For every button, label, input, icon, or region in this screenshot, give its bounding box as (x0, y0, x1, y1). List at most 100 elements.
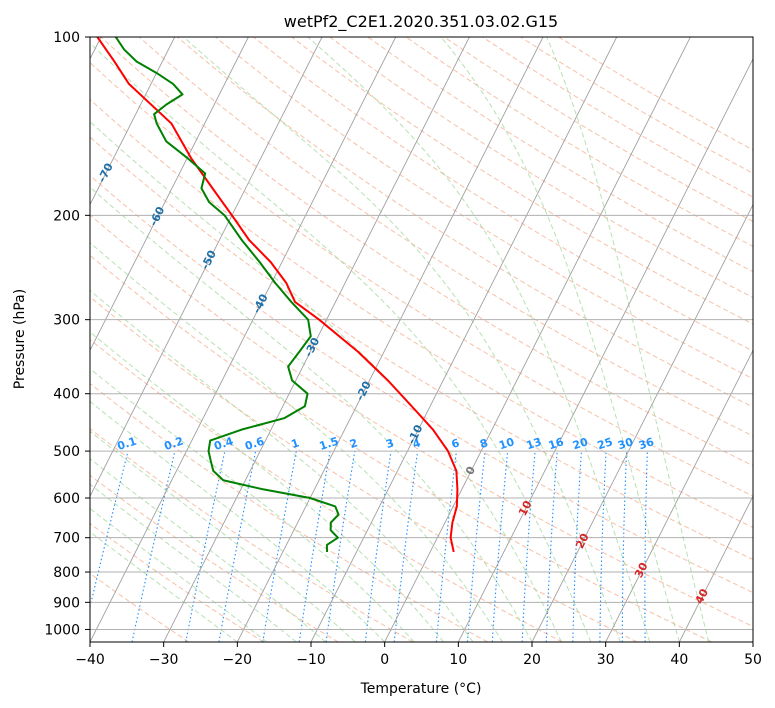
isotherm-label: 40 (693, 586, 712, 606)
x-tick-label: 50 (744, 652, 762, 668)
x-tick-label: −40 (75, 652, 105, 668)
moist-adiabat (90, 331, 444, 642)
dry-adiabat (90, 254, 712, 642)
isotherm-label: -50 (198, 248, 219, 272)
mixing-ratio-label: 0.1 (116, 435, 139, 453)
isotherm-label: -90 (0, 73, 13, 97)
isotherm-label: -70 (95, 161, 116, 185)
dry-adiabat (90, 522, 264, 642)
moist-adiabat (90, 483, 297, 642)
isotherm-line (457, 57, 753, 642)
dry-adiabat (90, 61, 753, 497)
mixing-ratio-label: 13 (525, 435, 544, 452)
y-tick-label: 1000 (44, 622, 80, 638)
dry-adiabats (90, 37, 753, 642)
isotherm-label: 0 (463, 464, 478, 477)
dry-adiabat (90, 174, 753, 594)
moist-adiabat (90, 42, 592, 642)
y-tick-label: 100 (53, 30, 80, 46)
isotherm-label: -20 (353, 379, 374, 403)
plot-area: 0.10.20.40.611.52346810131620253036-100-… (0, 37, 753, 642)
mixing-ratio-line (262, 450, 297, 642)
x-axis: −40 −30 −20 −10 0 10 20 30 40 50 (75, 642, 762, 668)
mixing-ratio-line (218, 450, 257, 642)
mixing-ratio-line (185, 450, 226, 642)
mixing-ratio-label: 3 (384, 436, 395, 451)
y-axis: 100 200 300 400 500 600 700 800 900 1000 (44, 30, 90, 638)
isotherm-line (163, 37, 470, 642)
mixing-ratio-line (621, 451, 628, 642)
isotherm-label: 20 (573, 531, 592, 551)
dry-adiabat (90, 136, 753, 561)
isotherm-label: -80 (44, 117, 65, 141)
isotherm-line (605, 349, 753, 642)
dry-adiabat (329, 37, 753, 299)
mixing-ratio-label: 0.4 (212, 434, 235, 452)
moist-adiabat (90, 289, 474, 642)
dry-adiabat (215, 37, 753, 380)
moist-adiabat (90, 186, 533, 642)
y-tick-label: 600 (53, 491, 80, 507)
x-tick-label: 40 (670, 652, 688, 668)
mixing-ratio-label: 25 (596, 435, 615, 452)
dry-adiabat (558, 37, 753, 151)
isotherms (90, 37, 753, 642)
mixing-ratio-label: 1 (290, 436, 301, 451)
mixing-ratio-label: 0.2 (162, 435, 185, 453)
dry-adiabat (90, 214, 753, 628)
x-tick-label: 20 (523, 652, 541, 668)
y-tick-label: 400 (53, 387, 80, 403)
mixing-ratio-label: 4 (411, 436, 423, 451)
moist-adiabat (90, 531, 238, 642)
isotherm-label: -40 (250, 292, 271, 316)
isobars (90, 37, 753, 630)
mixing-ratio-line (644, 451, 648, 642)
y-tick-label: 500 (53, 444, 80, 460)
dry-adiabat (138, 37, 753, 437)
dry-adiabat (405, 37, 753, 247)
moist-adiabat (90, 242, 503, 642)
x-tick-label: −20 (223, 652, 253, 668)
moist-adiabat (307, 37, 651, 642)
mixing-ratio-label: 0.6 (243, 434, 266, 452)
moist-adiabat (90, 400, 386, 642)
moist-adiabat (440, 37, 680, 642)
y-axis-label: Pressure (hPa) (12, 289, 28, 389)
isotherm-line (384, 37, 691, 642)
dry-adiabat (90, 474, 339, 642)
moist-adiabat (90, 508, 268, 642)
moist-adiabat (90, 368, 415, 642)
dry-adiabat (90, 98, 753, 528)
mixing-ratio-line (599, 451, 607, 642)
profile-series (96, 37, 459, 553)
dry-adiabat (90, 382, 488, 642)
mixing-ratio-line (90, 450, 129, 610)
dry-adiabat (90, 296, 638, 642)
mixing-ratio-label: 20 (571, 435, 590, 452)
mixing-ratio-line (325, 451, 356, 642)
x-axis-label: Temperature (°C) (360, 681, 482, 697)
mixing-ratio-label: 2 (348, 436, 359, 451)
y-tick-label: 800 (53, 565, 80, 581)
moist-adiabat (90, 458, 327, 642)
moist-adiabat (546, 37, 710, 642)
isotherm-line (90, 37, 323, 498)
mixing-ratio-line (131, 450, 176, 642)
temperature-line (96, 37, 459, 553)
dry-adiabat (90, 428, 414, 642)
dry-adiabat (253, 37, 753, 352)
plot-frame (89, 36, 754, 643)
isotherm-label: -30 (302, 335, 323, 359)
isotherm-line (236, 37, 544, 642)
isotherm-line (90, 37, 176, 206)
x-tick-label: 10 (449, 652, 467, 668)
mixing-ratio-line (545, 451, 558, 642)
dry-adiabat (90, 338, 563, 642)
dewpoint-line (114, 37, 340, 552)
dry-adiabat (90, 572, 190, 642)
isotherm-line (90, 37, 249, 352)
x-tick-label: −30 (149, 652, 179, 668)
y-tick-label: 700 (53, 531, 80, 547)
moist-adiabat (183, 37, 621, 642)
